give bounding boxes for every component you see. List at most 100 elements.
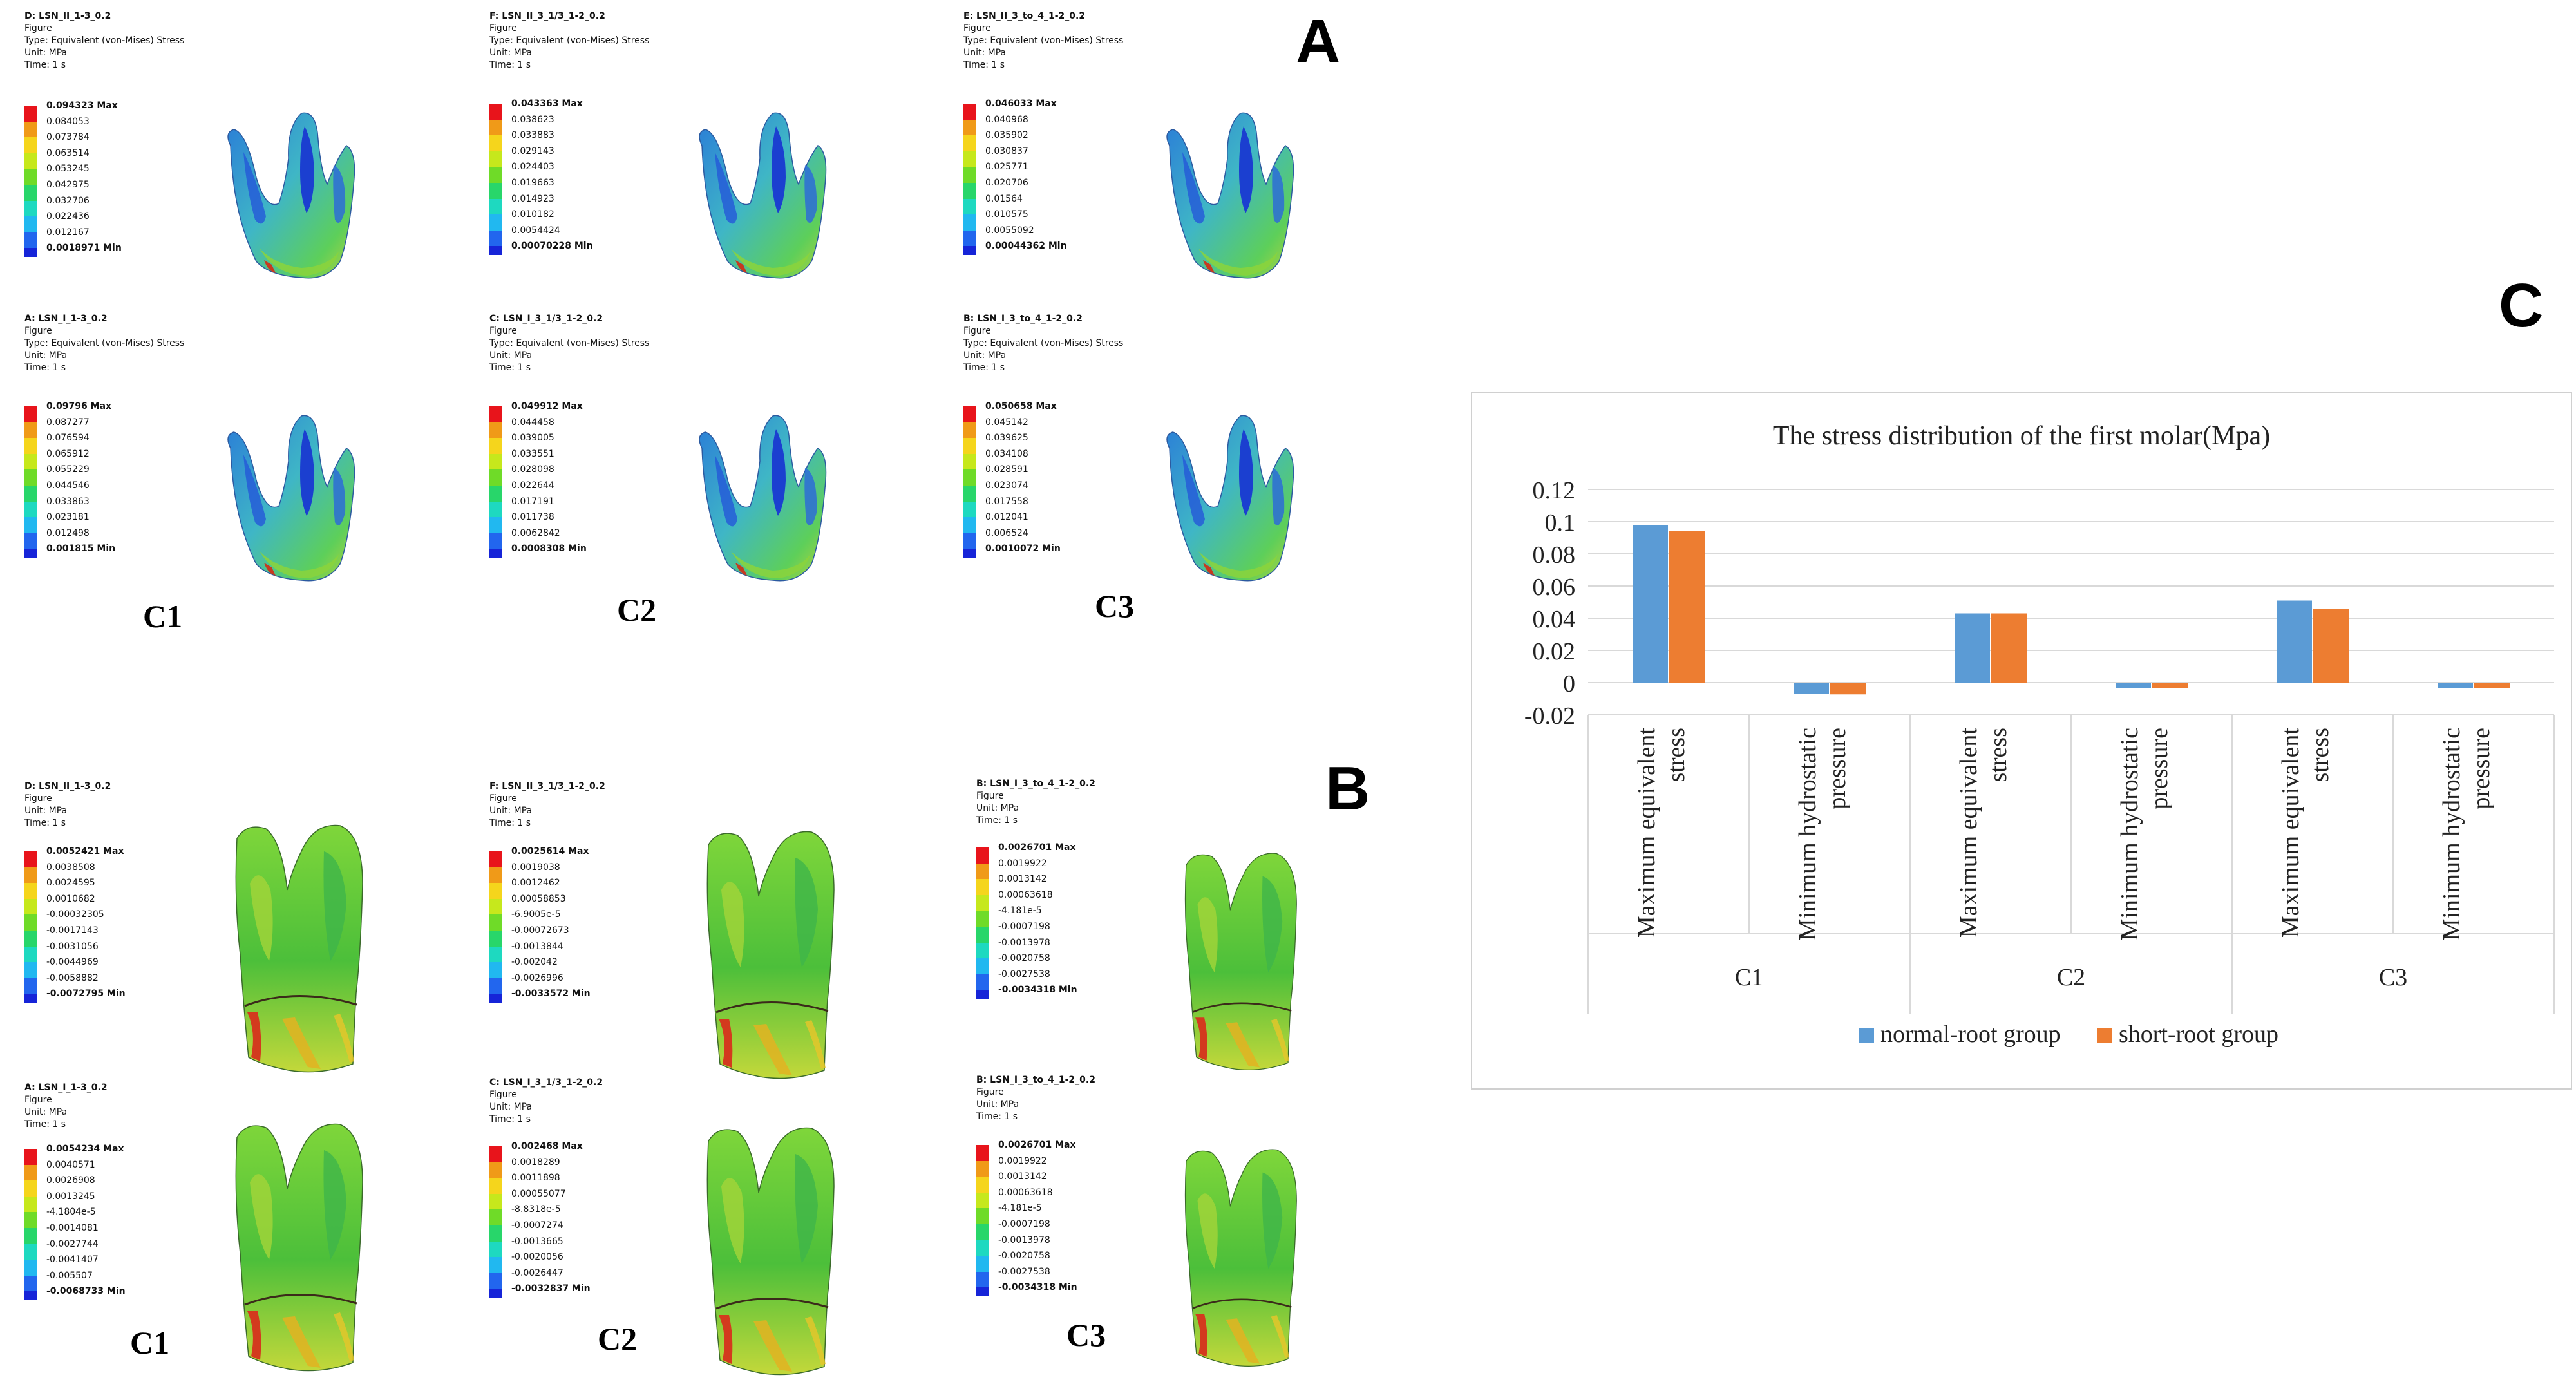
panel-info-line: Figure bbox=[24, 1095, 52, 1105]
bar-short-root-group bbox=[2474, 683, 2510, 688]
legend-value: 0.044458 bbox=[511, 417, 554, 428]
legend-swatch bbox=[489, 119, 502, 136]
legend-swatch bbox=[963, 167, 976, 183]
caption-c2: C2 bbox=[617, 592, 657, 628]
legend-swatch bbox=[24, 1149, 37, 1165]
legend-value: 0.010575 bbox=[985, 209, 1028, 220]
legend-swatch bbox=[489, 486, 502, 502]
category-label: stress bbox=[1985, 728, 2012, 782]
legend-value: 0.0019038 bbox=[511, 862, 560, 873]
legend-swatch bbox=[489, 453, 502, 470]
section-label-b: B bbox=[1325, 754, 1370, 823]
legend-value: 0.019663 bbox=[511, 178, 554, 188]
panel-info-line: Figure bbox=[489, 1090, 517, 1100]
legend-value: -0.0007198 bbox=[998, 1219, 1050, 1229]
legend-value: 0.010182 bbox=[511, 209, 554, 220]
legend-swatch bbox=[489, 438, 502, 454]
legend-value: 0.002468 Max bbox=[511, 1141, 583, 1151]
legend-value: 0.033551 bbox=[511, 448, 554, 459]
stress-map-panel: C: LSN_I_3_1/3_1-2_0.2 Figure Type: Equi… bbox=[489, 313, 940, 622]
legend-swatch bbox=[963, 549, 976, 558]
legend-swatch bbox=[24, 232, 37, 249]
panel-info-line: Time: 1 s bbox=[963, 363, 1005, 373]
legend-swatch bbox=[489, 406, 502, 422]
legend-swatch bbox=[489, 501, 502, 518]
legend-swatch bbox=[24, 883, 37, 899]
legend-value: 0.00063618 bbox=[998, 1187, 1053, 1198]
caption-c1: C1 bbox=[130, 1325, 170, 1361]
legend-swatch bbox=[24, 1196, 37, 1213]
legend-swatch bbox=[24, 517, 37, 533]
legend-swatch bbox=[976, 1192, 989, 1209]
legend-value: -0.0031056 bbox=[46, 941, 99, 952]
panel-title: A: LSN_I_1-3_0.2 bbox=[24, 314, 108, 324]
legend-value: 0.0026701 Max bbox=[998, 1140, 1076, 1150]
panel-info-line: Time: 1 s bbox=[976, 815, 1018, 826]
legend-value: 0.0040571 bbox=[46, 1159, 95, 1170]
legend-value: 0.0024595 bbox=[46, 878, 95, 889]
legend-value: 0.0018971 Min bbox=[46, 243, 122, 254]
legend-value: 0.055229 bbox=[46, 464, 90, 475]
bar-normal-root-group bbox=[2277, 600, 2312, 683]
legend-value: -0.0013978 bbox=[998, 937, 1050, 948]
legend-value: -4.181e-5 bbox=[998, 905, 1042, 916]
bar-short-root-group bbox=[2313, 609, 2349, 683]
legend-swatch bbox=[976, 1177, 989, 1193]
legend-value: 0.076594 bbox=[46, 433, 90, 444]
category-label: stress bbox=[2307, 728, 2334, 782]
panel-info-line: Time: 1 s bbox=[24, 60, 66, 70]
category-label: Minimum hydrostatic bbox=[2116, 728, 2143, 940]
tooth-model-image bbox=[235, 824, 363, 1073]
legend-value: 0.0026701 Max bbox=[998, 842, 1076, 853]
legend-label: short-root group bbox=[2119, 1021, 2278, 1048]
panel-header: B: LSN_I_3_to_4_1-2_0.2 Figure Type: Equ… bbox=[963, 313, 1123, 374]
legend-value: -0.0026447 bbox=[511, 1267, 564, 1278]
legend-swatch bbox=[489, 994, 502, 1003]
legend-value: 0.028591 bbox=[985, 464, 1028, 475]
legend-value: 0.053245 bbox=[46, 164, 90, 175]
panel-info-line: Figure bbox=[489, 326, 517, 336]
legend-value: 0.023074 bbox=[985, 480, 1028, 491]
legend-swatch bbox=[963, 469, 976, 486]
legend-swatch bbox=[24, 106, 37, 122]
legend-swatch bbox=[976, 1287, 989, 1297]
legend-value: -0.0007274 bbox=[511, 1220, 564, 1231]
panel-info-line: Time: 1 s bbox=[24, 818, 66, 828]
legend-value: 0.0054234 Max bbox=[46, 1144, 124, 1154]
legend-swatch bbox=[489, 422, 502, 439]
legend-swatch bbox=[24, 248, 37, 258]
bar-normal-root-group bbox=[2438, 683, 2473, 688]
legend-swatch bbox=[963, 517, 976, 533]
legend-value: 0.001815 Min bbox=[46, 544, 116, 554]
panel-info-line: Figure bbox=[489, 23, 517, 33]
legend-value: 0.033863 bbox=[46, 496, 90, 507]
stress-map-panel: A: LSN_I_1-3_0.2 Figure Type: Equivalent… bbox=[24, 313, 475, 622]
legend-value: 0.032706 bbox=[46, 195, 90, 206]
panel-info-line: Unit: MPa bbox=[24, 806, 68, 816]
legend-value: -0.0017143 bbox=[46, 925, 99, 936]
legend-value: -0.0068733 Min bbox=[46, 1286, 126, 1297]
bar-normal-root-group bbox=[1633, 525, 1668, 683]
legend-swatch bbox=[489, 104, 502, 120]
legend-value: -0.002042 bbox=[511, 957, 558, 968]
legend-swatch bbox=[24, 200, 37, 217]
legend-swatch bbox=[489, 883, 502, 899]
category-label: Maximum equivalent bbox=[1633, 728, 1660, 938]
legend-value: -0.0014081 bbox=[46, 1223, 99, 1233]
panel-header: A: LSN_I_1-3_0.2 Figure Type: Equivalent… bbox=[24, 313, 184, 374]
panel-info-line: Figure bbox=[963, 23, 991, 33]
legend-value: -6.9005e-5 bbox=[511, 909, 561, 920]
panel-title: F: LSN_II_3_1/3_1-2_0.2 bbox=[489, 11, 605, 21]
legend-swatch bbox=[24, 994, 37, 1003]
panel-info-line: Time: 1 s bbox=[489, 818, 531, 828]
legend-value: 0.0010682 bbox=[46, 893, 95, 904]
legend-value: 0.0013142 bbox=[998, 874, 1047, 885]
tooth-model-image bbox=[706, 831, 835, 1079]
legend-value: 0.0038508 bbox=[46, 862, 95, 873]
legend-value: 0.020706 bbox=[985, 178, 1028, 188]
legend-swatch bbox=[963, 422, 976, 439]
legend-value: 0.094323 Max bbox=[46, 100, 118, 111]
legend-swatch bbox=[489, 1209, 502, 1225]
y-tick-label: 0.12 bbox=[1533, 477, 1576, 504]
legend-swatch bbox=[963, 230, 976, 247]
